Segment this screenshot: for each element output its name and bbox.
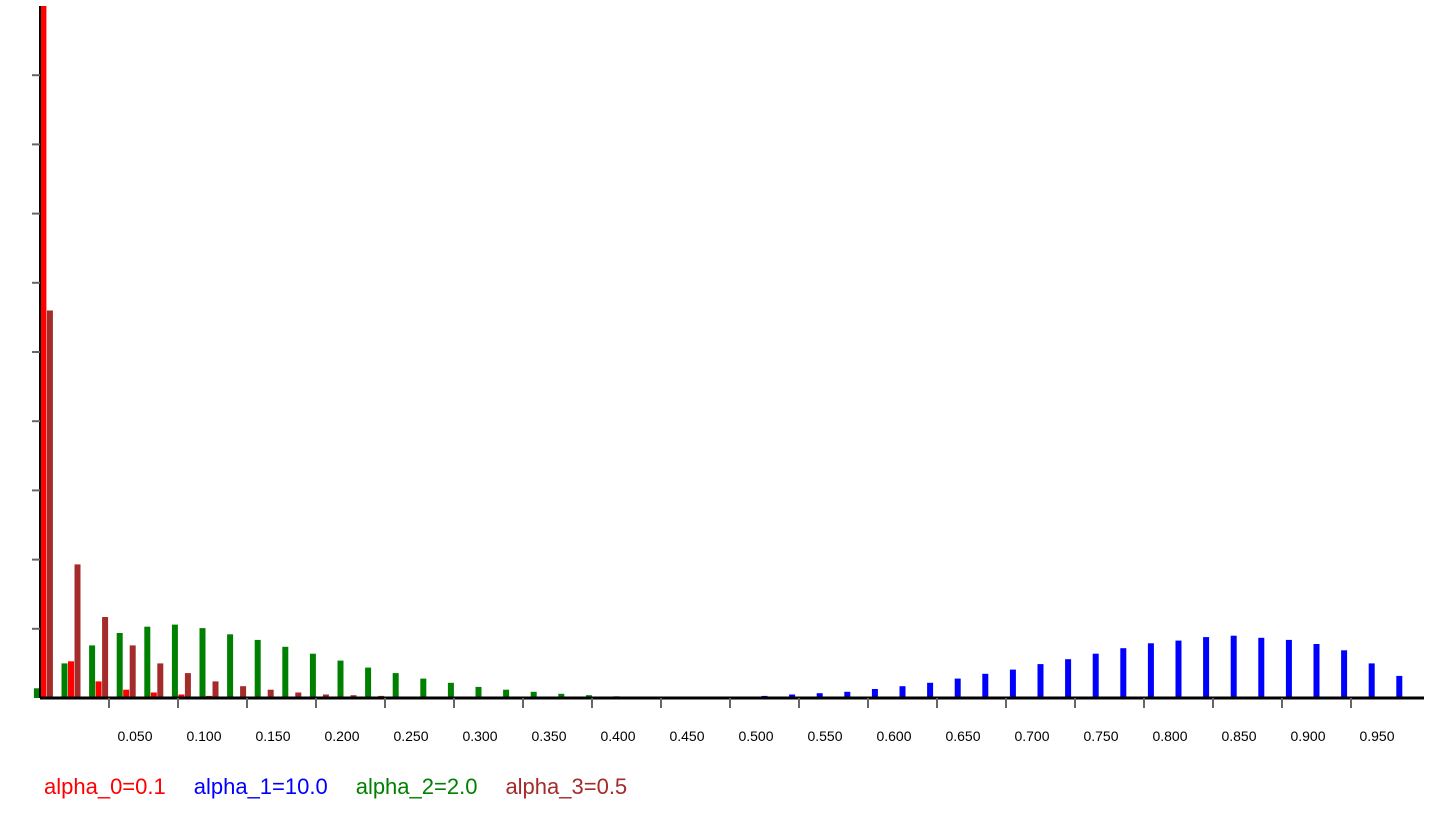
- bar-alpha-1-10-0-43: [1230, 635, 1237, 698]
- bar-alpha-2-2-0-12: [365, 667, 372, 698]
- axes-group: [39, 6, 1424, 700]
- x-tick-label: 0.450: [669, 728, 704, 744]
- legend-item-alpha-2-2-0: alpha_2=2.0: [355, 774, 478, 799]
- bar-alpha-0-0-1-0: [40, 6, 47, 698]
- bar-alpha-1-10-0-45: [1285, 639, 1292, 698]
- bar-alpha-2-2-0-16: [475, 686, 482, 698]
- legend: alpha_0=0.1 alpha_1=10.0 alpha_2=2.0 alpha_…: [44, 774, 655, 800]
- bar-alpha-2-2-0-0: [33, 688, 40, 698]
- x-tick-label: 0.350: [531, 728, 566, 744]
- x-tick-label: 0.400: [600, 728, 635, 744]
- bar-alpha-2-2-0-7: [227, 634, 234, 698]
- bar-alpha-3-0-5-4: [157, 663, 164, 698]
- bar-alpha-2-2-0-19: [558, 693, 565, 698]
- bar-alpha-2-2-0-6: [199, 628, 206, 698]
- bar-alpha-1-10-0-41: [1175, 640, 1182, 698]
- legend-item-alpha-1-10-0: alpha_1=10.0: [193, 774, 328, 799]
- bar-alpha-1-10-0-48: [1368, 663, 1375, 698]
- bar-alpha-3-0-5-6: [212, 681, 219, 698]
- bar-alpha-1-10-0-36: [1037, 664, 1044, 698]
- bar-alpha-3-0-5-3: [129, 645, 136, 698]
- bar-alpha-1-10-0-39: [1120, 648, 1127, 698]
- bar-alpha-3-0-5-0: [46, 310, 53, 698]
- bar-alpha-1-10-0-49: [1396, 675, 1403, 698]
- bar-alpha-1-10-0-40: [1147, 643, 1154, 698]
- x-tick-label: 0.600: [876, 728, 911, 744]
- x-tick-label: 0.750: [1083, 728, 1118, 744]
- bar-alpha-1-10-0-27: [789, 694, 796, 698]
- bar-alpha-1-10-0-37: [1065, 659, 1072, 698]
- bar-alpha-0-0-1-2: [95, 681, 102, 698]
- x-tick-label: 0.100: [186, 728, 221, 744]
- bar-alpha-3-0-5-8: [267, 689, 274, 698]
- legend-item-alpha-3-0-5: alpha_3=0.5: [505, 774, 628, 799]
- bar-alpha-2-2-0-10: [309, 653, 316, 698]
- legend-item-alpha-0-0-1: alpha_0=0.1: [44, 774, 166, 799]
- bar-alpha-3-0-5-2: [102, 617, 109, 698]
- bar-alpha-2-2-0-18: [530, 691, 537, 698]
- x-tick-label: 0.900: [1290, 728, 1325, 744]
- bar-alpha-1-10-0-32: [927, 682, 934, 698]
- bar-alpha-1-10-0-31: [899, 686, 906, 698]
- bar-alpha-1-10-0-35: [1009, 669, 1016, 698]
- x-tick-label: 0.700: [1014, 728, 1049, 744]
- bar-alpha-2-2-0-15: [447, 682, 454, 698]
- x-tick-label: 0.650: [945, 728, 980, 744]
- bar-alpha-2-2-0-8: [254, 639, 261, 698]
- x-tick-label: 0.050: [117, 728, 152, 744]
- bar-alpha-1-10-0-28: [816, 693, 823, 698]
- bar-alpha-1-10-0-44: [1258, 637, 1265, 698]
- x-tick-label: 0.800: [1152, 728, 1187, 744]
- bar-alpha-3-0-5-7: [240, 686, 247, 698]
- x-tick-label: 0.500: [738, 728, 773, 744]
- x-tick-label: 0.300: [462, 728, 497, 744]
- bar-alpha-2-2-0-14: [420, 678, 427, 698]
- bar-alpha-0-0-1-1: [68, 661, 74, 698]
- bar-alpha-1-10-0-30: [871, 689, 878, 698]
- bar-alpha-3-0-5-9: [295, 692, 302, 698]
- bar-alpha-0-0-1-5: [178, 694, 185, 698]
- bar-alpha-0-0-1-4: [150, 692, 157, 698]
- bar-alpha-1-10-0-29: [844, 691, 851, 698]
- bar-alpha-1-10-0-46: [1313, 644, 1320, 698]
- x-ticks-group: 0.050 0.100 0.150 0.200 0.250 0.300 0.350 0.400…: [108, 698, 1395, 744]
- bar-alpha-1-10-0-38: [1092, 653, 1099, 698]
- x-tick-label: 0.950: [1359, 728, 1394, 744]
- bar-alpha-2-2-0-1: [61, 663, 68, 698]
- bar-alpha-1-10-0-47: [1341, 650, 1348, 698]
- bar-alpha-2-2-0-2: [89, 645, 96, 698]
- bar-alpha-2-2-0-5: [171, 624, 178, 698]
- x-tick-label: 0.200: [324, 728, 359, 744]
- x-tick-label: 0.150: [255, 728, 290, 744]
- bar-alpha-1-10-0-33: [954, 678, 961, 698]
- bar-alpha-3-0-5-5: [184, 673, 191, 698]
- bar-alpha-1-10-0-34: [982, 673, 989, 698]
- x-tick-label: 0.250: [393, 728, 428, 744]
- bar-alpha-2-2-0-11: [337, 660, 344, 698]
- bar-alpha-2-2-0-4: [144, 626, 151, 698]
- bar-alpha-2-2-0-17: [503, 689, 510, 698]
- y-ticks-group: [32, 74, 40, 630]
- x-tick-label: 0.550: [807, 728, 842, 744]
- bar-alpha-0-0-1-3: [123, 689, 130, 698]
- bar-alpha-2-2-0-13: [392, 673, 399, 698]
- bar-alpha-3-0-5-1: [74, 564, 81, 698]
- bar-alpha-1-10-0-42: [1203, 637, 1210, 698]
- bars-group: [33, 6, 1403, 699]
- bar-alpha-2-2-0-3: [116, 633, 123, 698]
- bar-alpha-2-2-0-9: [282, 646, 289, 698]
- chart: 0.050 0.100 0.150 0.200 0.250 0.300 0.350 0.400…: [32, 6, 1424, 744]
- bar-alpha-3-0-5-10: [322, 694, 329, 698]
- x-tick-label: 0.850: [1221, 728, 1256, 744]
